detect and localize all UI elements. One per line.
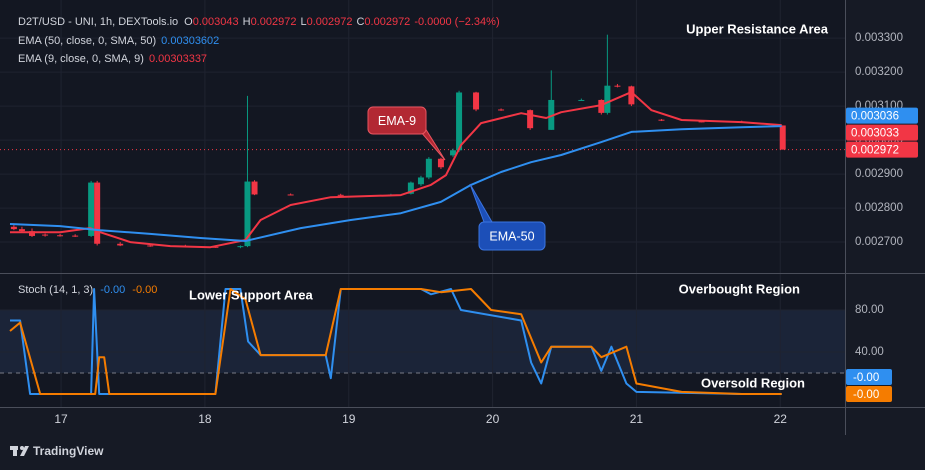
- candle-body: [251, 181, 258, 195]
- ohlc-key: C: [356, 16, 364, 28]
- brand-logo: [10, 446, 29, 456]
- candle-body: [527, 110, 534, 129]
- candle-body: [10, 226, 17, 230]
- candle-body: [287, 194, 294, 196]
- stoch-line: [9, 288, 782, 395]
- candle-body: [437, 158, 444, 168]
- indicator-legend: EMA (50, close, 0, SMA, 50) 0.00303602: [18, 35, 219, 47]
- candle-body: [29, 231, 36, 236]
- candle-body: [407, 182, 414, 194]
- header-line: D2T/USD - UNI, 1h, DEXTools.io O0.003043 H…: [18, 16, 500, 28]
- indicator-legend: EMA (9, close, 0, SMA, 9) 0.00303337: [18, 53, 207, 65]
- candle-body: [473, 92, 480, 110]
- price-tag-label: 0.002972: [851, 145, 899, 157]
- y-tick-label: 0.002700: [855, 236, 903, 248]
- ohlc-key: O: [184, 16, 193, 28]
- ohlc-value: 0.002972: [307, 16, 353, 28]
- candle-body: [450, 150, 457, 156]
- candle-body: [94, 182, 101, 244]
- ema-line: [10, 91, 782, 249]
- annotation: Overbought Region: [679, 281, 800, 296]
- price-tag: [846, 124, 918, 141]
- candle-body: [658, 119, 665, 121]
- price-tag: [846, 141, 918, 158]
- candle-body: [244, 181, 251, 247]
- candle-body: [604, 85, 611, 113]
- ohlc-value: 0.002972: [364, 16, 410, 28]
- logo-part: [20, 446, 29, 456]
- indicator-value: 0.00303337: [149, 53, 207, 65]
- candle-body: [498, 109, 505, 111]
- candle-body: [57, 235, 64, 237]
- candle-body: [88, 182, 95, 236]
- callout-box: [478, 221, 546, 251]
- ohlc-key: L: [300, 16, 306, 28]
- candle-body: [779, 125, 786, 150]
- ohlc-value: 0.003043: [193, 16, 239, 28]
- candle-body: [117, 243, 124, 246]
- y-tick-label: 80.00: [855, 304, 884, 316]
- callout-label: EMA-9: [378, 114, 416, 128]
- y-tick-label: 0.002800: [855, 202, 903, 214]
- ohlc-value: 0.002972: [251, 16, 297, 28]
- price-tag: [846, 107, 918, 124]
- annotation: Lower Support Area: [189, 287, 314, 302]
- annotation: Upper Resistance Area: [686, 21, 829, 36]
- logo-part: [20, 446, 24, 450]
- y-tick-label: 0.002900: [855, 168, 903, 180]
- value-tag: [846, 385, 892, 402]
- y-tick-label: 40.00: [855, 346, 884, 358]
- logo-part: [13, 446, 17, 456]
- callout-label: EMA-50: [489, 229, 534, 243]
- brand-name: TradingView: [33, 444, 104, 458]
- candle-body: [237, 246, 244, 248]
- symbol: D2T/USD - UNI, 1h, DEXTools.io: [18, 16, 178, 28]
- indicator-name: EMA (9, close, 0, SMA, 9): [18, 53, 144, 65]
- value-tag-label: -0.00: [853, 372, 879, 384]
- ema-line: [9, 125, 782, 242]
- indicator-name: EMA (50, close, 0, SMA, 50): [18, 35, 156, 47]
- price-tag-label: 0.003036: [851, 111, 899, 123]
- x-tick-label: 18: [198, 412, 212, 426]
- candle-body: [337, 194, 344, 196]
- indicator-value: 0.00303602: [161, 35, 219, 47]
- indicator-value: -0.00: [100, 284, 125, 296]
- candle-body: [614, 85, 621, 87]
- change: -0.0000 (−2.34%): [414, 16, 499, 28]
- candle-body: [18, 229, 25, 232]
- candle-body: [578, 99, 585, 101]
- x-tick-label: 22: [774, 412, 788, 426]
- candle-body: [425, 158, 432, 178]
- labels-layer: D2T/USD - UNI, 1h, DEXTools.io O0.003043 H…: [18, 16, 918, 426]
- price-tag-label: 0.003033: [851, 128, 899, 140]
- value-tag-label: -0.00: [853, 389, 879, 401]
- candle-body: [72, 235, 79, 237]
- x-tick-label: 17: [54, 412, 68, 426]
- value-tag: [846, 368, 892, 385]
- marks-layer: [9, 34, 786, 395]
- ohlc-key: H: [243, 16, 251, 28]
- indicator-name: Stoch (14, 1, 3): [18, 284, 93, 296]
- candle-body: [147, 245, 154, 247]
- indicator-value: -0.00: [132, 284, 157, 296]
- candle-body: [548, 99, 555, 130]
- stoch-band: [0, 310, 845, 373]
- annotation: Oversold Region: [701, 375, 805, 390]
- x-tick-label: 20: [486, 412, 500, 426]
- candle-body: [417, 177, 424, 185]
- candle-body: [456, 92, 463, 151]
- candle-body: [698, 121, 705, 123]
- indicator-legend: Stoch (14, 1, 3) -0.00 -0.00: [18, 284, 157, 296]
- callout-box: [367, 106, 427, 135]
- candle-body: [598, 99, 605, 113]
- candle-body: [42, 234, 49, 236]
- candle-body: [628, 86, 635, 105]
- y-tick-label: 0.003200: [855, 66, 903, 78]
- x-tick-label: 21: [630, 412, 644, 426]
- y-tick-label: 0.003300: [855, 32, 903, 44]
- x-tick-label: 19: [342, 412, 356, 426]
- candle-body: [212, 246, 219, 248]
